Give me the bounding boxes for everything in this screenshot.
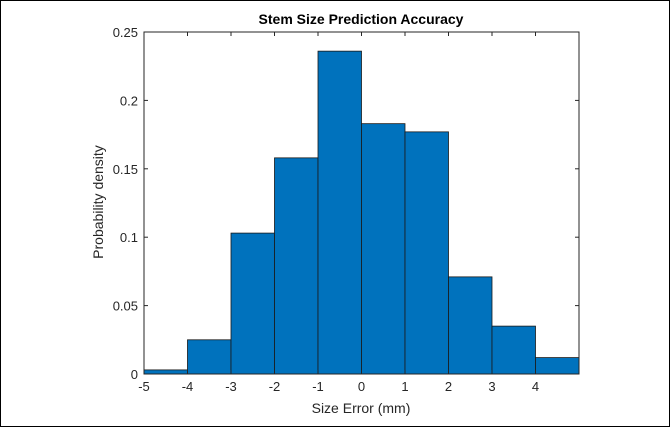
y-tick-label: 0.2 bbox=[120, 93, 138, 108]
x-tick-label: -3 bbox=[225, 379, 237, 394]
histogram-bar bbox=[448, 276, 493, 375]
ticks-group: -5 -4 -3 -2 -1 0 1 2 3 4 0 0.05 0.1 0.15 0.2 0.25 bbox=[113, 25, 579, 394]
x-axis-label: Size Error (mm) bbox=[312, 400, 411, 416]
x-tick-label: 4 bbox=[532, 379, 539, 394]
x-tick-label: -4 bbox=[182, 379, 194, 394]
histogram-bar bbox=[143, 369, 188, 375]
x-tick-label: -5 bbox=[138, 379, 150, 394]
histogram-bar bbox=[404, 131, 449, 375]
histogram-bar bbox=[317, 50, 362, 375]
y-tick-label: 0.25 bbox=[113, 25, 138, 40]
x-tick-label: -1 bbox=[312, 379, 324, 394]
histogram-bar bbox=[274, 157, 319, 375]
y-tick-label: 0.15 bbox=[113, 162, 138, 177]
histogram-bar bbox=[230, 232, 275, 375]
bars-group bbox=[143, 50, 580, 375]
chart-title: Stem Size Prediction Accuracy bbox=[259, 11, 464, 27]
y-tick-label: 0.1 bbox=[120, 230, 138, 245]
y-tick-label: 0 bbox=[131, 367, 138, 382]
x-tick-label: -2 bbox=[269, 379, 281, 394]
y-axis-label: Probability density bbox=[90, 145, 106, 259]
y-tick-label: 0.05 bbox=[113, 299, 138, 314]
x-tick-label: 2 bbox=[445, 379, 452, 394]
histogram-bar bbox=[187, 339, 232, 375]
histogram-bar bbox=[361, 123, 406, 375]
x-tick-label: 1 bbox=[401, 379, 408, 394]
histogram-bar bbox=[535, 357, 580, 375]
x-tick-label: 3 bbox=[488, 379, 495, 394]
histogram-bar bbox=[491, 325, 536, 375]
x-tick-label: 0 bbox=[358, 379, 365, 394]
